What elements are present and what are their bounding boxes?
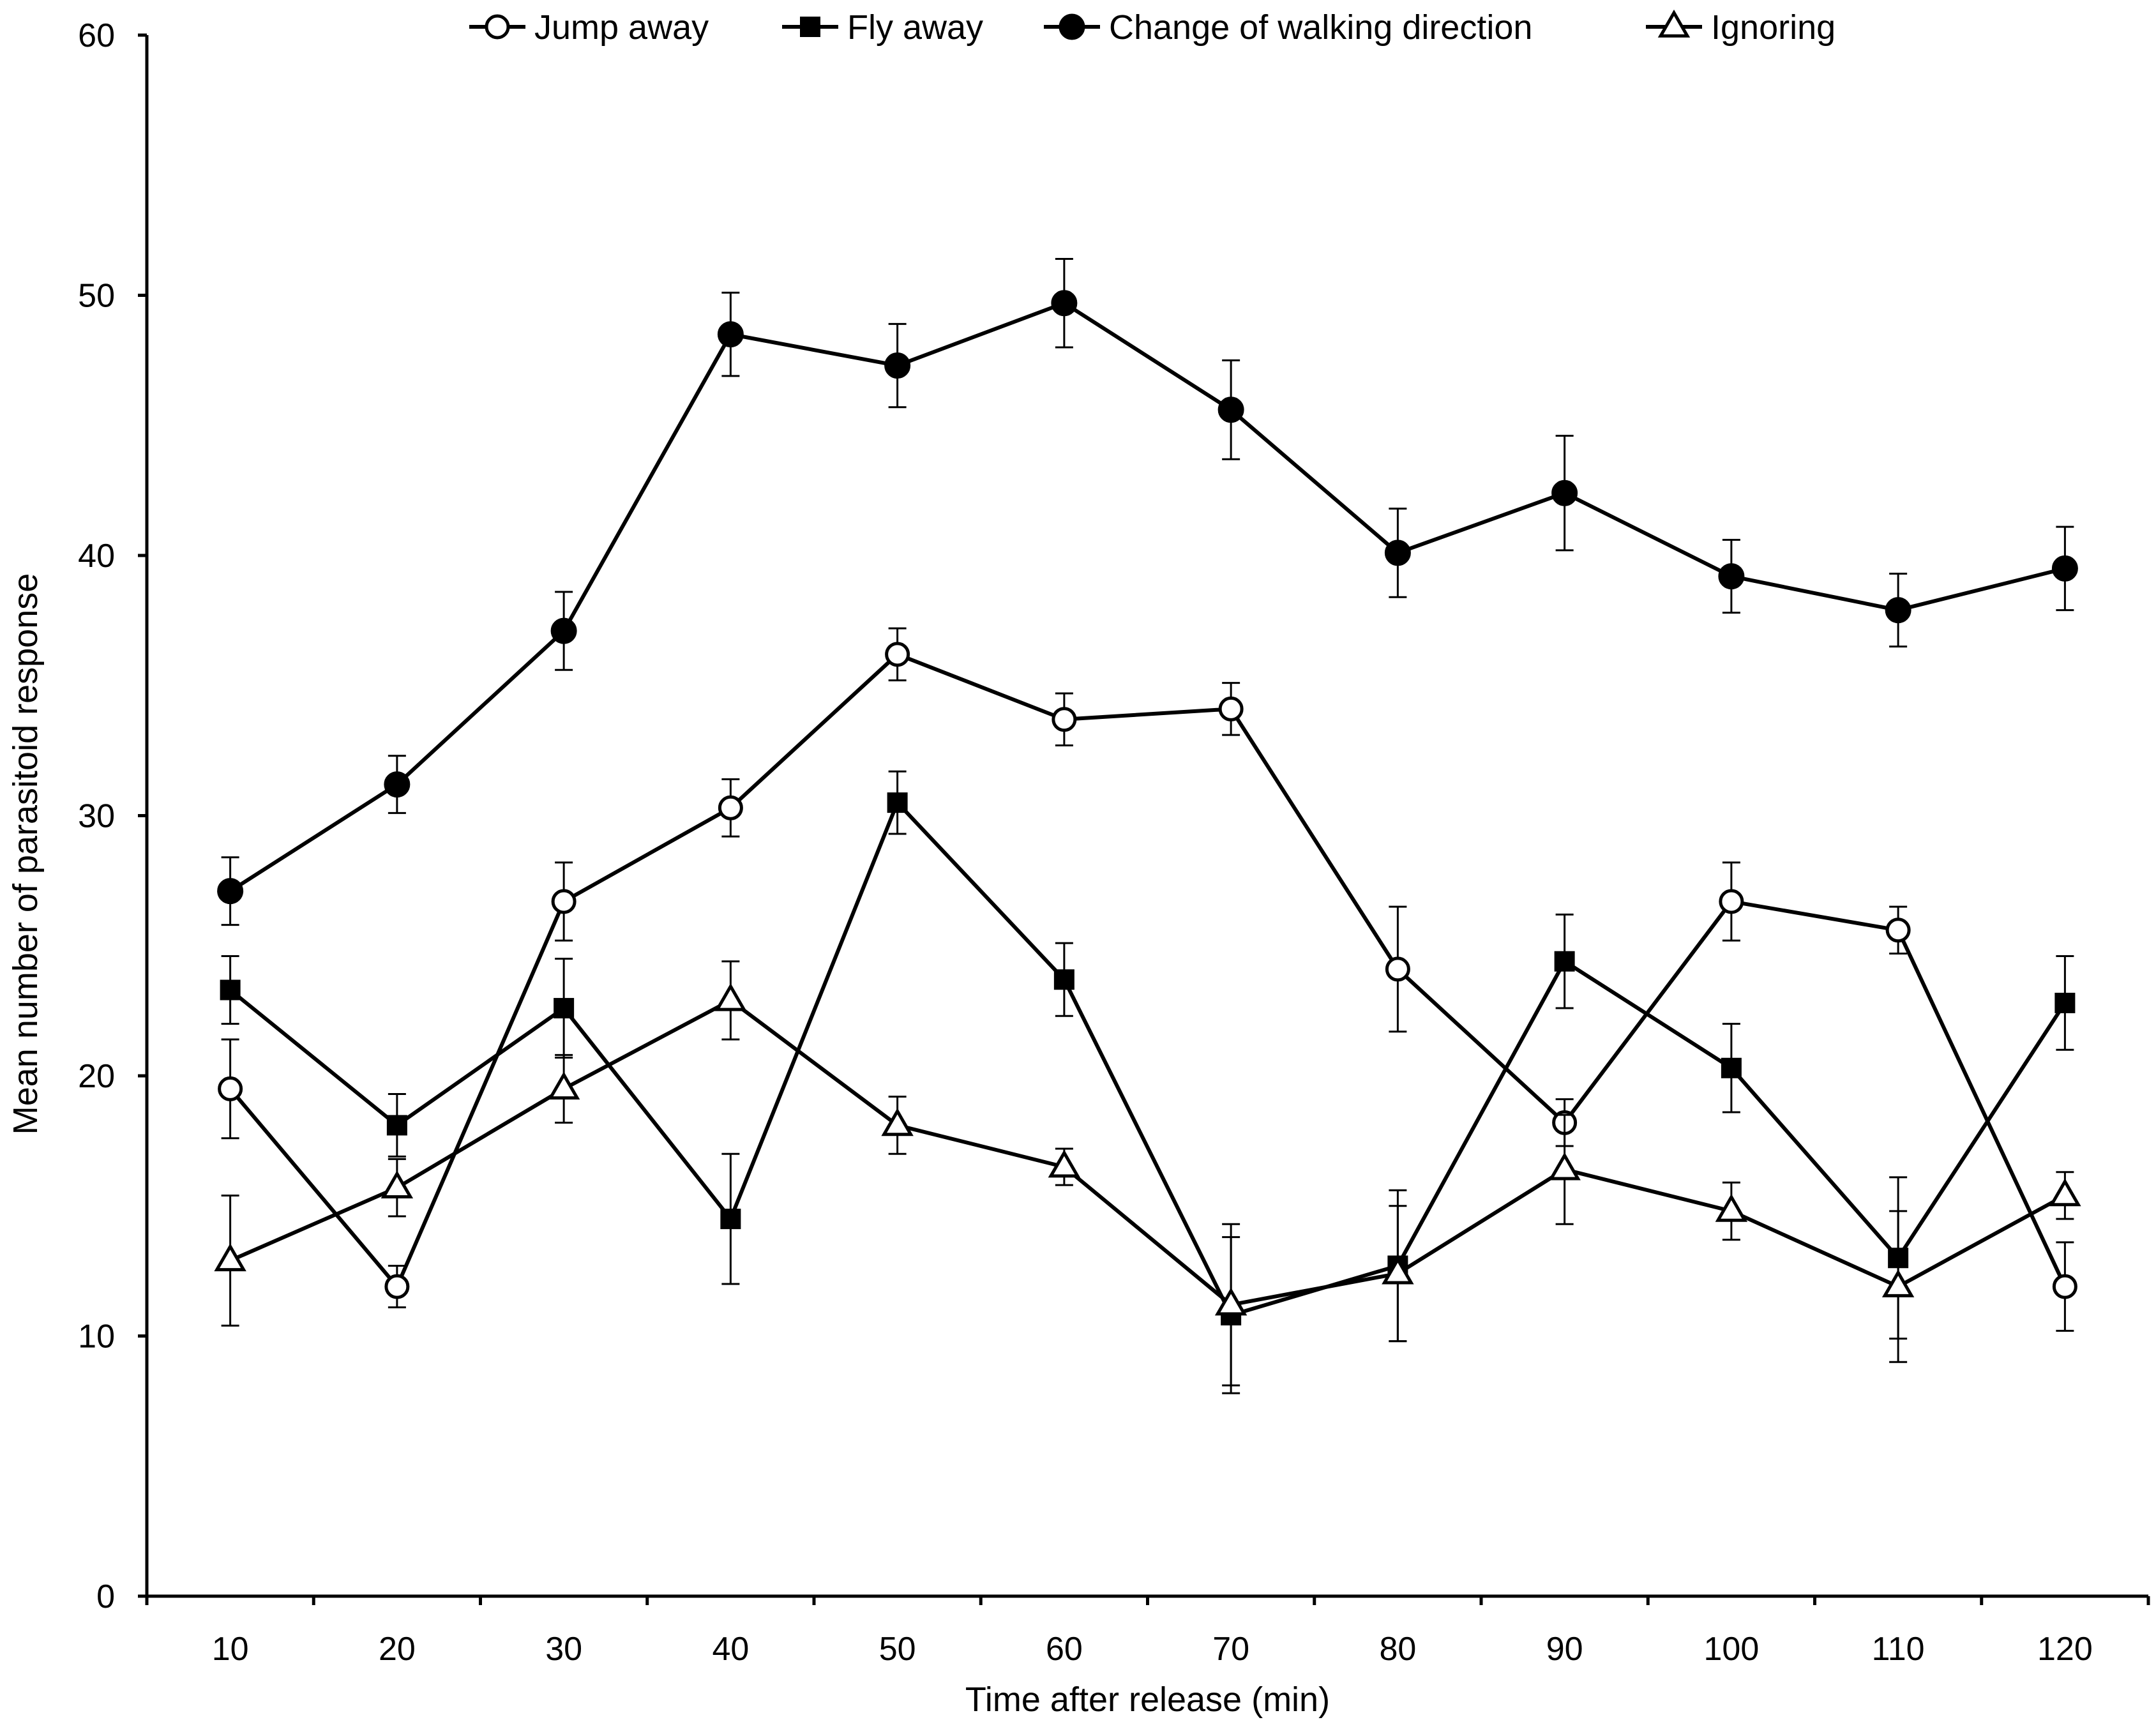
data-point-change-of-walking-direction-70: [1217, 396, 1244, 423]
x-axis-ticks: 10 20 30 40 50 60 70 80 90 100 110 120: [145, 1596, 2150, 1668]
data-point-jump-away-20: [384, 1274, 410, 1299]
x-tick-label-30: 30: [545, 1631, 582, 1668]
data-point-fly-away-40: [720, 1209, 741, 1230]
legend-label-jump-away: Jump away: [534, 8, 709, 47]
y-axis-title: Mean number of parasitoid response: [6, 573, 45, 1135]
data-point-ignoring-80: [1382, 1256, 1414, 1285]
x-axis-title: Time after release (min): [965, 1680, 1330, 1719]
series-line-jump-away: [229, 652, 2067, 1289]
y-tick-label-40: 40: [78, 538, 115, 575]
series-ignoring: [214, 960, 2081, 1387]
data-point-jump-away-70: [1218, 696, 1244, 721]
data-point-jump-away-60: [1052, 707, 1077, 732]
data-point-ignoring-40: [714, 983, 747, 1011]
data-point-fly-away-100: [1721, 1057, 1742, 1078]
data-point-jump-away-100: [1719, 889, 1744, 914]
y-tick-label-20: 20: [78, 1058, 115, 1095]
data-point-fly-away-60: [1053, 969, 1074, 990]
data-point-change-of-walking-direction-10: [217, 878, 244, 905]
series-layer: [214, 257, 2081, 1394]
data-point-fly-away-30: [554, 998, 575, 1019]
data-point-jump-away-110: [1885, 917, 1911, 943]
legend-item-ignoring: Ignoring: [1646, 8, 1836, 47]
x-tick-label-100: 100: [1703, 1631, 1759, 1668]
series-change-of-walking-direction: [217, 257, 2078, 926]
legend-label-ignoring: Ignoring: [1711, 8, 1836, 47]
data-point-jump-away-40: [718, 795, 743, 820]
data-point-ignoring-10: [214, 1243, 246, 1272]
legend-marker-fly-away: [800, 17, 820, 37]
data-point-jump-away-10: [218, 1076, 243, 1101]
x-tick-label-40: 40: [712, 1631, 749, 1668]
data-point-change-of-walking-direction-110: [1885, 597, 1911, 624]
legend-label-change-of-walking-direction: Change of walking direction: [1109, 8, 1532, 47]
data-point-fly-away-90: [1554, 951, 1575, 972]
legend-item-fly-away: Fly away: [782, 8, 983, 47]
data-point-ignoring-90: [1548, 1152, 1581, 1181]
data-point-fly-away-50: [887, 792, 908, 813]
data-point-jump-away-30: [551, 889, 577, 914]
series-jump-away: [218, 627, 2077, 1332]
y-tick-label-10: 10: [78, 1318, 115, 1355]
data-point-jump-away-120: [2052, 1274, 2077, 1299]
x-tick-label-20: 20: [379, 1631, 416, 1668]
x-tick-label-50: 50: [879, 1631, 916, 1668]
data-point-change-of-walking-direction-80: [1384, 540, 1411, 566]
x-tick-label-80: 80: [1379, 1631, 1416, 1668]
data-point-change-of-walking-direction-50: [884, 352, 911, 379]
x-tick-label-110: 110: [1872, 1631, 1925, 1668]
legend-item-change-of-walking-direction: Change of walking direction: [1044, 8, 1532, 47]
data-point-fly-away-20: [386, 1115, 407, 1136]
series-line-ignoring: [229, 998, 2066, 1307]
data-point-ignoring-110: [1881, 1269, 1915, 1297]
data-point-fly-away-120: [2054, 992, 2076, 1013]
data-point-jump-away-50: [885, 642, 910, 667]
legend-marker-ignoring: [1657, 9, 1691, 38]
legend-marker-change-of-walking-direction: [1059, 13, 1085, 40]
data-point-ignoring-70: [1214, 1287, 1248, 1316]
series-line-change-of-walking-direction: [229, 301, 2066, 893]
data-point-jump-away-80: [1385, 956, 1410, 982]
y-tick-label-0: 0: [96, 1578, 115, 1615]
series-line-fly-away: [229, 801, 2067, 1317]
y-tick-label-30: 30: [78, 798, 115, 835]
data-point-change-of-walking-direction-30: [550, 617, 577, 644]
x-tick-label-10: 10: [212, 1631, 249, 1668]
x-tick-label-70: 70: [1212, 1631, 1249, 1668]
data-point-ignoring-60: [1048, 1149, 1081, 1178]
legend: Jump away Fly away Change of walking direc…: [469, 8, 1836, 47]
data-point-ignoring-120: [2049, 1178, 2081, 1207]
data-point-change-of-walking-direction-20: [384, 771, 411, 798]
legend-label-fly-away: Fly away: [847, 8, 983, 47]
data-point-ignoring-100: [1715, 1193, 1748, 1222]
y-axis-ticks: 0 10 20 30 40 50 60: [78, 17, 147, 1615]
legend-marker-jump-away: [485, 14, 510, 40]
series-fly-away: [220, 770, 2076, 1394]
chart-axes: [138, 35, 2148, 1598]
data-point-fly-away-10: [220, 979, 241, 1000]
y-tick-label-60: 60: [78, 17, 115, 54]
x-tick-label-120: 120: [2037, 1631, 2093, 1668]
data-point-change-of-walking-direction-100: [1718, 563, 1745, 590]
legend-item-jump-away: Jump away: [469, 8, 709, 47]
data-point-ignoring-50: [881, 1108, 914, 1136]
x-tick-label-90: 90: [1546, 1631, 1583, 1668]
x-tick-label-60: 60: [1046, 1631, 1083, 1668]
data-point-change-of-walking-direction-40: [717, 321, 744, 348]
data-point-change-of-walking-direction-60: [1051, 290, 1078, 317]
y-tick-label-50: 50: [78, 278, 115, 315]
data-point-ignoring-20: [381, 1170, 414, 1199]
data-point-ignoring-30: [547, 1071, 580, 1100]
data-point-change-of-walking-direction-90: [1551, 479, 1578, 506]
data-point-change-of-walking-direction-120: [2051, 555, 2078, 582]
